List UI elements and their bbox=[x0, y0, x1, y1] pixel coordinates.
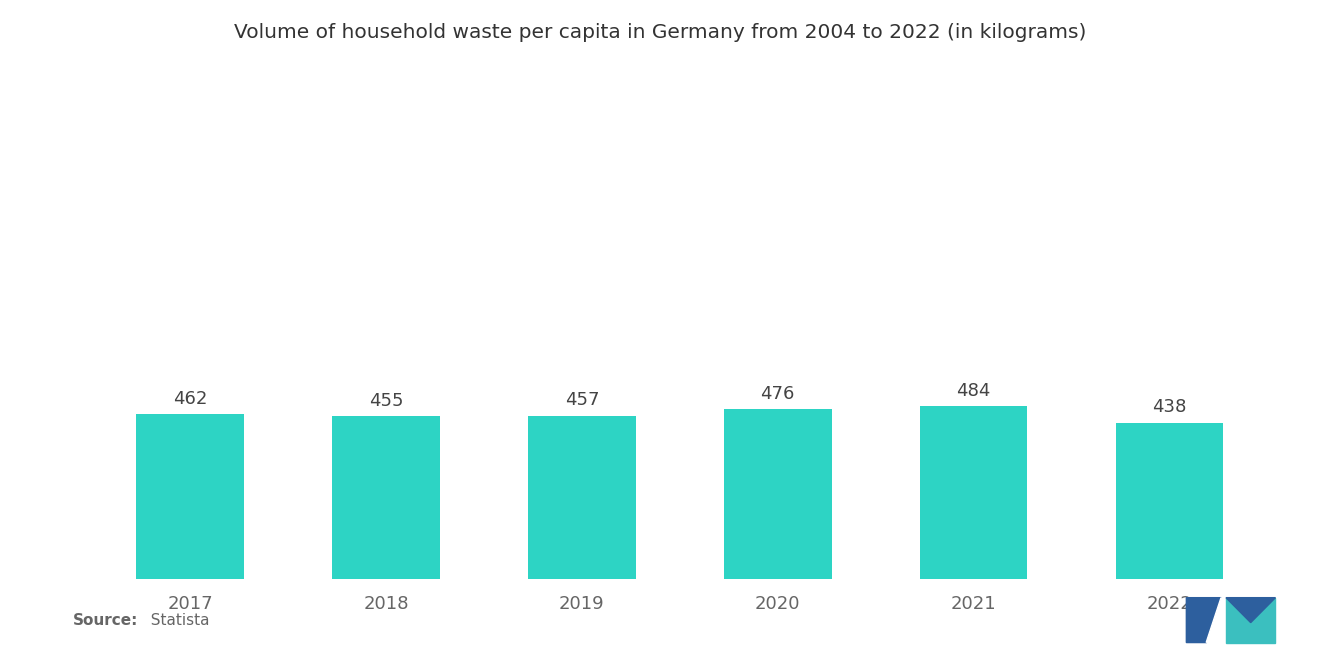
Bar bbox=[136, 414, 244, 579]
Polygon shape bbox=[1226, 598, 1275, 622]
Polygon shape bbox=[1187, 598, 1221, 642]
Text: 476: 476 bbox=[760, 384, 795, 402]
Text: Volume of household waste per capita in Germany from 2004 to 2022 (in kilograms): Volume of household waste per capita in … bbox=[234, 23, 1086, 43]
Text: 484: 484 bbox=[957, 382, 991, 400]
Bar bbox=[723, 409, 832, 579]
Text: 455: 455 bbox=[368, 392, 403, 410]
Text: 438: 438 bbox=[1152, 398, 1187, 416]
Bar bbox=[920, 406, 1027, 579]
Bar bbox=[528, 416, 636, 579]
Text: 462: 462 bbox=[173, 390, 207, 408]
Text: 457: 457 bbox=[565, 391, 599, 410]
Polygon shape bbox=[1206, 598, 1236, 642]
Bar bbox=[333, 416, 440, 579]
Polygon shape bbox=[1226, 598, 1275, 642]
Text: Statista: Statista bbox=[141, 613, 210, 628]
Bar bbox=[1115, 422, 1224, 579]
Text: Source:: Source: bbox=[73, 613, 139, 628]
